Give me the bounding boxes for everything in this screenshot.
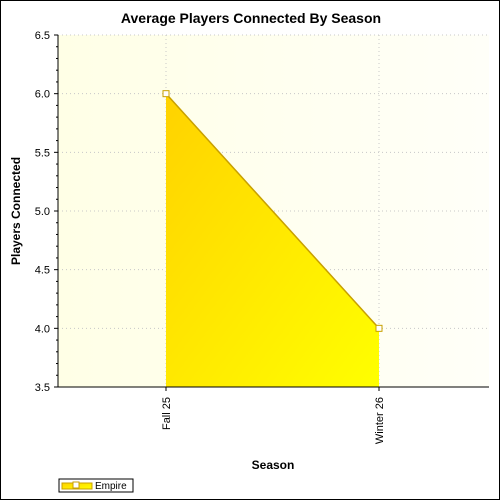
y-tick-label: 6.5 [35, 30, 50, 42]
marker-layer [162, 90, 383, 332]
y-tick-label: 3.5 [35, 382, 50, 394]
data-point-winter-26 [375, 324, 383, 332]
legend-marker [72, 481, 80, 489]
x-tick-label: Fall 25 [161, 397, 173, 430]
legend: Empire [58, 478, 134, 493]
y-tick-label: 4.0 [35, 323, 50, 335]
series-line-empire [165, 93, 380, 329]
y-tick-label: 5.0 [35, 206, 50, 218]
y-tick-label: 6.0 [35, 89, 50, 101]
area-layer [165, 93, 380, 388]
series-area-empire [166, 93, 379, 388]
chart-title: Average Players Connected By Season [121, 10, 381, 26]
y-axis-label: Players Connected [9, 157, 23, 265]
data-point-fall-25 [162, 90, 170, 98]
legend-label: Empire [95, 481, 127, 492]
x-axis-label: Season [252, 458, 295, 472]
x-tick-label: Winter 26 [374, 397, 386, 444]
y-tick-label: 4.5 [35, 265, 50, 277]
tick-layer: 3.5 4.0 4.5 5.0 5.5 6.0 6.5 Fall 25 Winter 26 [35, 30, 386, 444]
y-tick-label: 5.5 [35, 147, 50, 159]
